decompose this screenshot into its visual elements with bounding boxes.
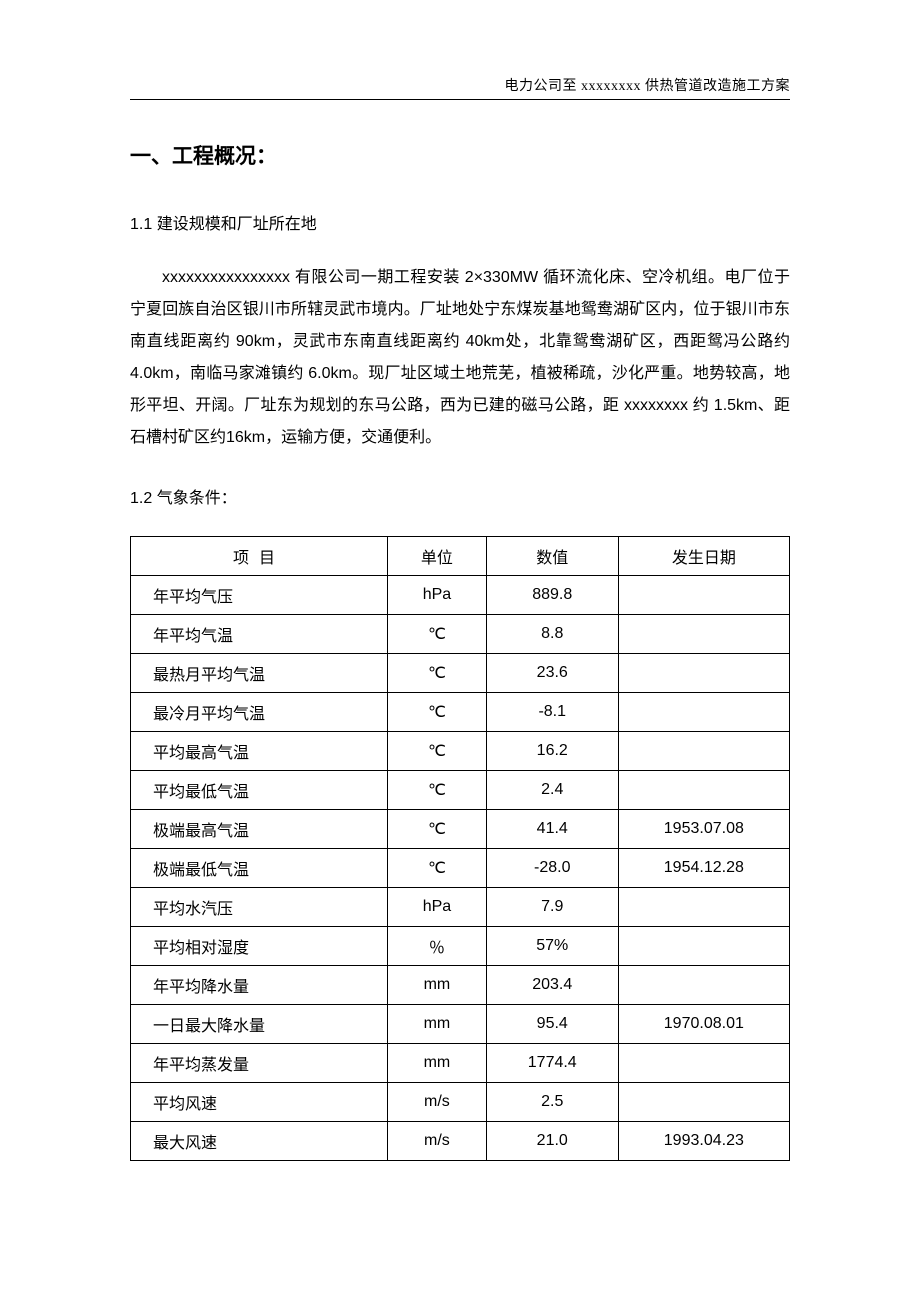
cell-value: 2.5 bbox=[486, 1083, 618, 1122]
cell-item: 最大风速 bbox=[131, 1122, 388, 1161]
cell-date bbox=[618, 888, 789, 927]
table-row: 平均水汽压hPa7.9 bbox=[131, 888, 790, 927]
cell-item: 平均最高气温 bbox=[131, 732, 388, 771]
cell-item: 最冷月平均气温 bbox=[131, 693, 388, 732]
cell-value: 57% bbox=[486, 927, 618, 966]
cell-unit: ℃ bbox=[388, 654, 487, 693]
table-row: 最热月平均气温℃23.6 bbox=[131, 654, 790, 693]
table-row: 一日最大降水量mm95.41970.08.01 bbox=[131, 1005, 790, 1044]
table-row: 年平均气温℃8.8 bbox=[131, 615, 790, 654]
table-row: 最大风速m/s21.01993.04.23 bbox=[131, 1122, 790, 1161]
cell-unit: m/s bbox=[388, 1122, 487, 1161]
col-header-item: 项目 bbox=[131, 537, 388, 576]
cell-value: 1774.4 bbox=[486, 1044, 618, 1083]
col-header-value: 数值 bbox=[486, 537, 618, 576]
cell-value: 95.4 bbox=[486, 1005, 618, 1044]
table-row: 年平均蒸发量mm1774.4 bbox=[131, 1044, 790, 1083]
cell-item: 平均水汽压 bbox=[131, 888, 388, 927]
table-row: 最冷月平均气温℃-8.1 bbox=[131, 693, 790, 732]
cell-date bbox=[618, 693, 789, 732]
cell-date bbox=[618, 654, 789, 693]
cell-date bbox=[618, 576, 789, 615]
col-header-date: 发生日期 bbox=[618, 537, 789, 576]
cell-date bbox=[618, 966, 789, 1005]
table-row: 平均风速m/s2.5 bbox=[131, 1083, 790, 1122]
table-row: 年平均气压hPa889.8 bbox=[131, 576, 790, 615]
cell-unit: ℃ bbox=[388, 849, 487, 888]
section-1-1-paragraph: xxxxxxxxxxxxxxxx 有限公司一期工程安装 2×330MW 循环流化… bbox=[130, 262, 790, 454]
cell-date: 1970.08.01 bbox=[618, 1005, 789, 1044]
cell-value: 2.4 bbox=[486, 771, 618, 810]
cell-item: 平均相对湿度 bbox=[131, 927, 388, 966]
cell-date: 1953.07.08 bbox=[618, 810, 789, 849]
cell-item: 年平均蒸发量 bbox=[131, 1044, 388, 1083]
cell-value: 8.8 bbox=[486, 615, 618, 654]
cell-value: 41.4 bbox=[486, 810, 618, 849]
section-1-title: 一、工程概况： bbox=[130, 140, 790, 170]
cell-item: 最热月平均气温 bbox=[131, 654, 388, 693]
cell-value: -8.1 bbox=[486, 693, 618, 732]
cell-date bbox=[618, 771, 789, 810]
cell-value: 7.9 bbox=[486, 888, 618, 927]
cell-date bbox=[618, 732, 789, 771]
cell-unit: mm bbox=[388, 1005, 487, 1044]
col-header-unit: 单位 bbox=[388, 537, 487, 576]
cell-date bbox=[618, 927, 789, 966]
cell-unit: ℃ bbox=[388, 693, 487, 732]
cell-unit: hPa bbox=[388, 576, 487, 615]
cell-unit: ℃ bbox=[388, 615, 487, 654]
cell-date: 1993.04.23 bbox=[618, 1122, 789, 1161]
cell-value: -28.0 bbox=[486, 849, 618, 888]
cell-value: 889.8 bbox=[486, 576, 618, 615]
cell-item: 平均风速 bbox=[131, 1083, 388, 1122]
table-header-row: 项目 单位 数值 发生日期 bbox=[131, 537, 790, 576]
table-row: 年平均降水量mm203.4 bbox=[131, 966, 790, 1005]
cell-date bbox=[618, 615, 789, 654]
cell-value: 16.2 bbox=[486, 732, 618, 771]
cell-unit: hPa bbox=[388, 888, 487, 927]
section-1-1-heading: 1.1 建设规模和厂址所在地 bbox=[130, 210, 790, 234]
table-row: 极端最高气温℃41.41953.07.08 bbox=[131, 810, 790, 849]
document-page: 电力公司至 xxxxxxxx 供热管道改造施工方案 一、工程概况： 1.1 建设… bbox=[0, 0, 920, 1161]
page-header: 电力公司至 xxxxxxxx 供热管道改造施工方案 bbox=[130, 75, 790, 100]
cell-item: 年平均降水量 bbox=[131, 966, 388, 1005]
table-row: 平均最高气温℃16.2 bbox=[131, 732, 790, 771]
cell-value: 203.4 bbox=[486, 966, 618, 1005]
cell-date: 1954.12.28 bbox=[618, 849, 789, 888]
table-row: 平均最低气温℃2.4 bbox=[131, 771, 790, 810]
section-1-2-heading: 1.2 气象条件： bbox=[130, 484, 790, 508]
cell-item: 极端最高气温 bbox=[131, 810, 388, 849]
cell-date bbox=[618, 1044, 789, 1083]
cell-item: 一日最大降水量 bbox=[131, 1005, 388, 1044]
cell-item: 年平均气温 bbox=[131, 615, 388, 654]
cell-item: 平均最低气温 bbox=[131, 771, 388, 810]
cell-unit: mm bbox=[388, 966, 487, 1005]
cell-date bbox=[618, 1083, 789, 1122]
cell-unit: ℃ bbox=[388, 771, 487, 810]
cell-unit: m/s bbox=[388, 1083, 487, 1122]
cell-unit: ％ bbox=[388, 927, 487, 966]
cell-unit: ℃ bbox=[388, 810, 487, 849]
cell-item: 极端最低气温 bbox=[131, 849, 388, 888]
cell-value: 21.0 bbox=[486, 1122, 618, 1161]
cell-item: 年平均气压 bbox=[131, 576, 388, 615]
climate-table: 项目 单位 数值 发生日期 年平均气压hPa889.8年平均气温℃8.8最热月平… bbox=[130, 536, 790, 1161]
table-row: 平均相对湿度％57% bbox=[131, 927, 790, 966]
cell-unit: ℃ bbox=[388, 732, 487, 771]
cell-value: 23.6 bbox=[486, 654, 618, 693]
table-row: 极端最低气温℃-28.01954.12.28 bbox=[131, 849, 790, 888]
cell-unit: mm bbox=[388, 1044, 487, 1083]
